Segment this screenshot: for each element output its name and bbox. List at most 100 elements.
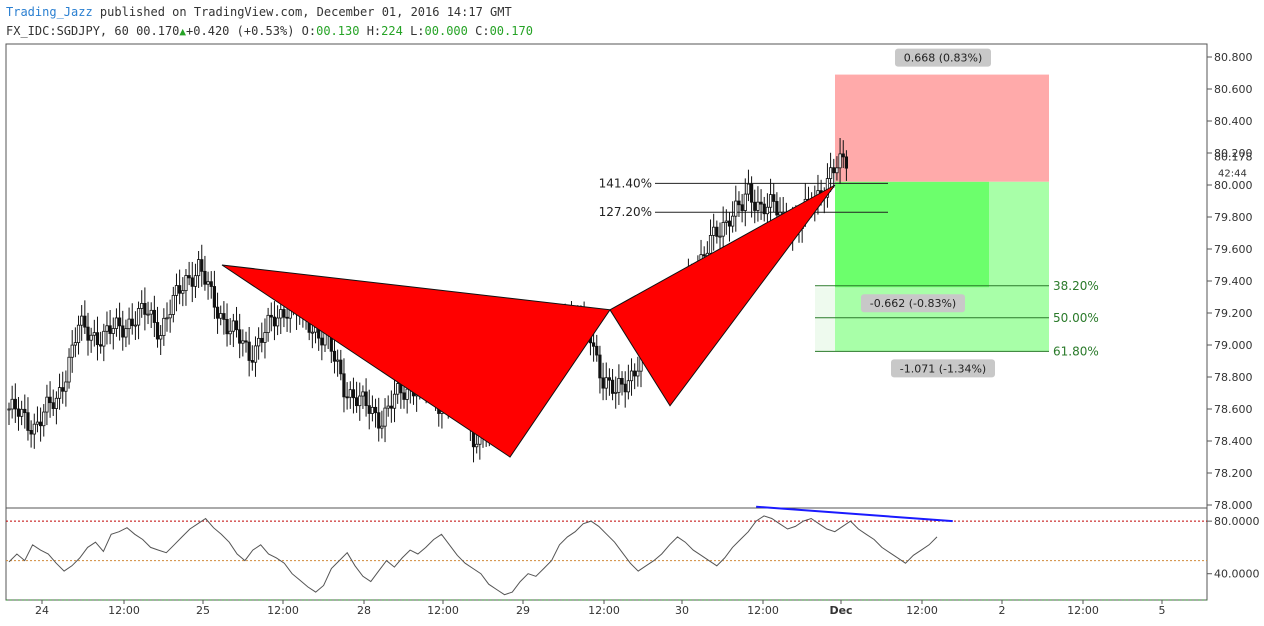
price-tick-label: 80.200 — [1214, 147, 1253, 160]
candle-body — [342, 373, 346, 398]
candle-body — [70, 344, 74, 358]
candle-body — [610, 379, 615, 394]
time-tick-label: 12:00 — [747, 604, 779, 617]
candle-body — [829, 167, 833, 179]
candle-body — [743, 193, 747, 211]
rsi-levels — [6, 520, 1207, 601]
candle-body — [266, 314, 270, 334]
price-axis[interactable]: 80.800 80.600 80.400 80.200 80.000 79.800 79.6… — [1207, 51, 1253, 512]
candle-body — [715, 226, 719, 237]
candle-body — [178, 285, 182, 294]
candle-body — [13, 398, 17, 410]
target-zone-extension — [989, 181, 1049, 352]
pattern-triangle-xab[interactable] — [221, 264, 611, 458]
candle-body — [29, 430, 33, 435]
candle-body — [83, 315, 87, 328]
candle-body — [392, 393, 397, 409]
price-tick-label: 78.200 — [1214, 467, 1253, 480]
candle-body — [10, 398, 14, 410]
ohlc-line: FX_IDC:SGDJPY, 60 00.170▲+0.420 (+0.53%)… — [6, 24, 533, 38]
candle-body — [731, 215, 735, 227]
candle-body — [165, 317, 169, 320]
candle-body — [721, 222, 725, 237]
time-tick-label: 2 — [999, 604, 1006, 617]
candle-body — [633, 370, 637, 377]
candle-body — [750, 183, 754, 203]
candle-body — [702, 254, 706, 257]
candle-body — [323, 332, 327, 346]
candle-body — [629, 370, 634, 382]
candle-body — [746, 183, 751, 195]
candle-body — [279, 309, 283, 319]
candle-body — [598, 354, 602, 379]
last-price: 00.170 — [136, 24, 180, 38]
up-arrow-icon: ▲ — [179, 25, 187, 38]
candle-body — [238, 329, 242, 344]
target1-label-box — [861, 294, 965, 313]
candle-body — [187, 275, 191, 279]
candle-body — [601, 377, 605, 389]
candle-body — [67, 356, 71, 383]
price-tick-label: 79.400 — [1214, 275, 1253, 288]
candle-body — [225, 318, 229, 335]
fib-level-label: 38.20% — [1053, 279, 1099, 293]
pattern-triangle-bcd[interactable] — [609, 184, 836, 407]
candle-body — [361, 391, 365, 397]
time-tick-label: 12:00 — [427, 604, 459, 617]
candle-body — [35, 421, 40, 425]
candle-body — [20, 408, 24, 417]
candle-body — [64, 381, 68, 392]
candle-body — [841, 153, 845, 158]
candle-body — [617, 378, 621, 393]
candle-body — [772, 194, 776, 202]
author-link[interactable]: Trading_Jazz — [6, 5, 93, 19]
candle-body — [162, 317, 166, 336]
candle-body — [832, 167, 836, 174]
stop-loss-zone[interactable] — [835, 74, 1049, 182]
candle-body — [196, 259, 201, 277]
candle-body — [373, 406, 378, 414]
candle-body — [263, 332, 267, 343]
target-zone[interactable] — [835, 181, 989, 288]
candle-body — [727, 220, 732, 227]
price-tick-label: 79.800 — [1214, 211, 1253, 224]
candle-body — [48, 396, 52, 404]
candle-body — [825, 178, 830, 198]
candle-body — [228, 330, 232, 335]
candle-body — [73, 342, 77, 346]
candle-body — [111, 328, 115, 334]
candle-body — [348, 389, 352, 398]
time-tick-label: 28 — [357, 604, 371, 617]
candle-body — [708, 235, 713, 254]
candle-body — [152, 309, 156, 323]
rsi-tick-label: 40.0000 — [1214, 568, 1260, 581]
fib-levels: 141.40% 127.20% 38.20% 50.00% 61.80% — [599, 176, 1099, 358]
candle-body — [105, 325, 109, 332]
price-tick-label: 80.800 — [1214, 51, 1253, 64]
candle-body — [620, 378, 624, 385]
stop-label: 0.668 (0.83%) — [904, 52, 983, 65]
candle-body — [626, 380, 630, 393]
candle-body — [351, 389, 356, 399]
candle-body — [759, 201, 763, 205]
price-tick-label: 78.400 — [1214, 435, 1253, 448]
candle-body — [775, 201, 779, 216]
candle-body — [108, 325, 112, 334]
candle-body — [383, 407, 387, 427]
candle-body — [76, 324, 81, 344]
candle-body — [231, 320, 235, 332]
time-axis[interactable]: 24 12:00 25 12:00 28 12:00 29 12:00 30 12:00 Dec 12… — [35, 600, 1166, 617]
candle-body — [99, 344, 103, 347]
candle-body — [140, 303, 144, 309]
candle-body — [92, 332, 96, 336]
candle-body — [39, 421, 43, 427]
candle-body — [250, 360, 254, 363]
candle-body — [389, 405, 393, 409]
candle-body — [364, 391, 368, 407]
rsi-divergence-line[interactable] — [756, 505, 953, 523]
candle-body — [57, 387, 62, 399]
candle-body — [124, 328, 128, 338]
candle-body — [310, 331, 314, 334]
candle-body — [193, 275, 198, 287]
